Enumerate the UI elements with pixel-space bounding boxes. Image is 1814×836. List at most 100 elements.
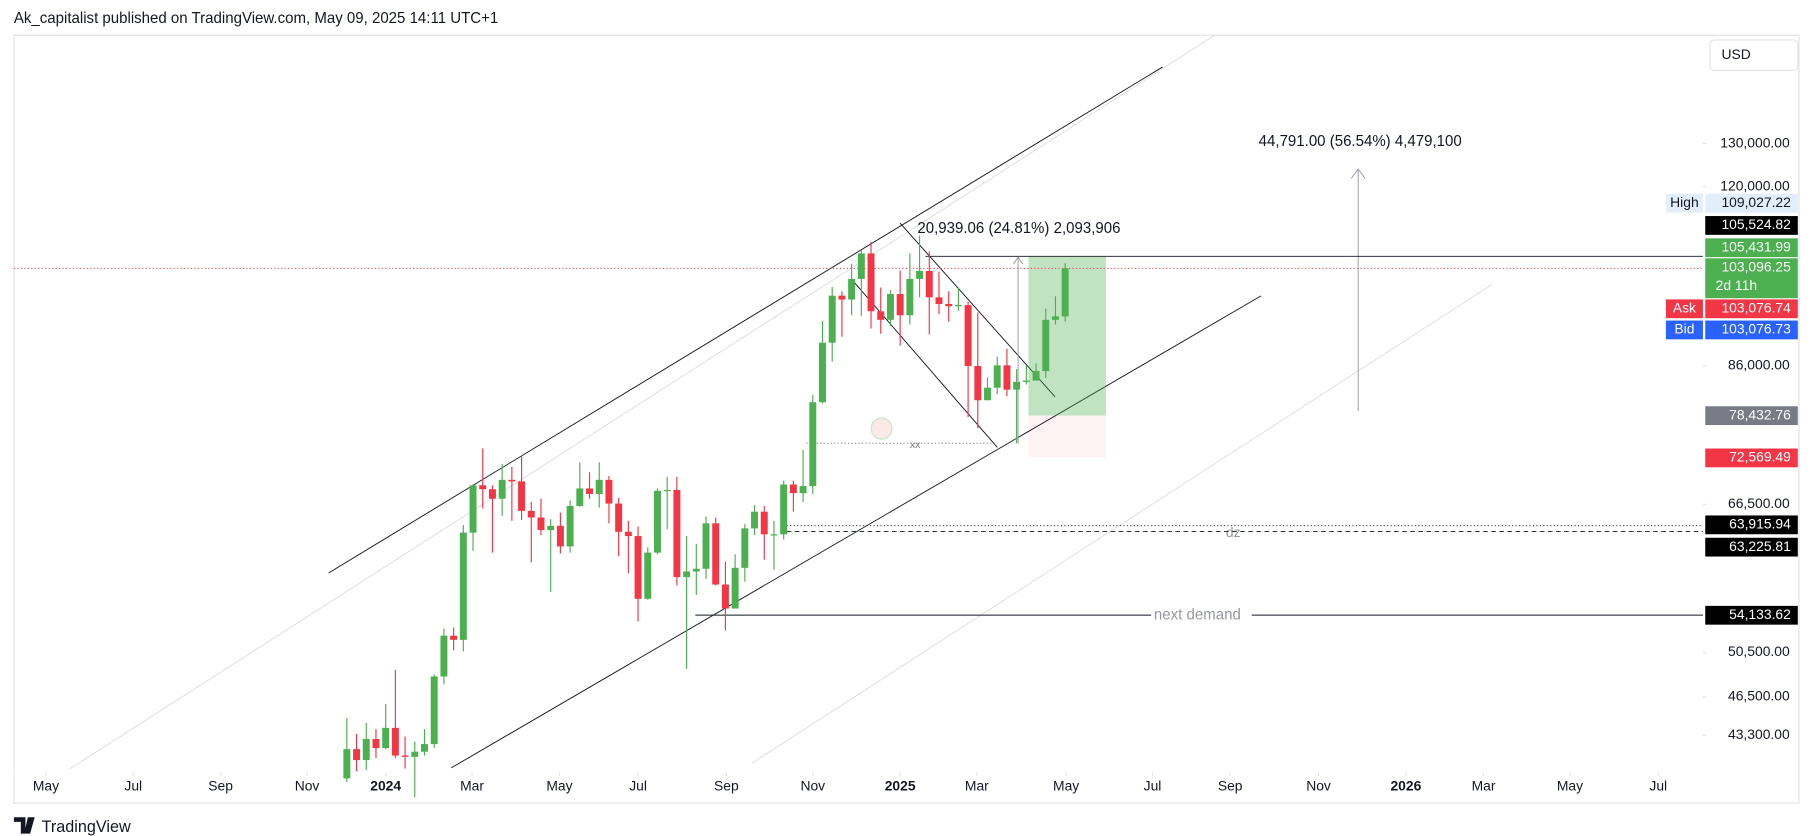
x-tick-label: Jul xyxy=(1144,777,1162,793)
candle-body xyxy=(595,479,603,494)
candle-body xyxy=(382,727,390,749)
candle-body xyxy=(770,534,778,536)
arrow-head xyxy=(1013,256,1024,265)
candle-body xyxy=(799,486,807,494)
candle-body xyxy=(391,727,399,756)
x-tick-label: May xyxy=(1557,777,1583,793)
x-tick-label: Jul xyxy=(124,777,142,793)
x-tick-label: Sep xyxy=(208,777,233,793)
candle-body xyxy=(702,523,710,569)
candle-body xyxy=(527,510,535,518)
candle-body xyxy=(508,479,516,482)
candle-body xyxy=(964,305,972,366)
price-badge xyxy=(1705,216,1798,235)
measure-label: 20,939.06 (24.81%) 2,093,906 xyxy=(917,220,1120,237)
candle-body xyxy=(537,517,545,531)
price-badge-tag-label: Ask xyxy=(1673,299,1696,315)
candle-body xyxy=(401,755,409,757)
candle-body xyxy=(906,278,914,316)
channel-upper xyxy=(328,66,1163,574)
price-badge xyxy=(1705,238,1798,258)
price-badge-tag-label: Bid xyxy=(1674,321,1694,337)
candle-body xyxy=(1051,316,1059,320)
candle-body xyxy=(644,552,652,599)
candle-body xyxy=(547,525,555,531)
candle-body xyxy=(1032,371,1040,381)
price-badge-value: 103,076.74 xyxy=(1721,299,1791,315)
footer-logo xyxy=(13,817,35,834)
candle-body xyxy=(1013,381,1021,390)
candle-body xyxy=(663,489,671,492)
candle-body xyxy=(954,305,962,307)
y-tick-label: 120,000.00 xyxy=(1720,177,1790,193)
candle-body xyxy=(1042,319,1050,372)
price-badge xyxy=(1705,406,1798,426)
x-tick-label: 2026 xyxy=(1390,777,1421,793)
logo-emblem xyxy=(870,417,893,440)
price-badge xyxy=(1705,193,1798,213)
x-tick-label: Mar xyxy=(965,777,989,793)
price-badge xyxy=(1705,258,1798,299)
price-badge-value: 63,915.94 xyxy=(1729,515,1791,531)
x-tick-label: Sep xyxy=(1218,777,1243,793)
candle-body xyxy=(459,532,467,640)
x-tick-label: Mar xyxy=(1472,777,1496,793)
price-badge-value: 72,569.49 xyxy=(1729,449,1791,465)
x-tick-label: May xyxy=(1053,777,1079,793)
candle-body xyxy=(848,278,856,300)
y-tick-label: 66,500.00 xyxy=(1728,495,1790,511)
x-tick-label: Nov xyxy=(1306,777,1331,793)
next-demand-label: next demand xyxy=(1154,606,1241,623)
y-tick-label: 46,500.00 xyxy=(1728,688,1790,704)
candle-body xyxy=(421,744,428,752)
candle-body xyxy=(566,505,574,547)
candle-body xyxy=(974,365,982,401)
x-tick-label: Sep xyxy=(714,777,739,793)
wedge-lower xyxy=(853,281,998,448)
price-badge-value: 109,027.22 xyxy=(1721,194,1791,210)
price-badge xyxy=(1705,320,1798,340)
wedge-upper xyxy=(899,222,1056,398)
candle-body xyxy=(1003,365,1011,390)
x-tick-label: Nov xyxy=(295,777,320,793)
stop-zone xyxy=(1028,415,1106,458)
candle-body xyxy=(1022,380,1030,382)
price-badge-value: 103,076.73 xyxy=(1721,321,1791,337)
currency-button[interactable] xyxy=(1709,39,1799,72)
candle-body xyxy=(615,503,623,532)
channel-outer-upper xyxy=(69,34,1215,770)
price-badge-tag xyxy=(1665,193,1703,213)
candle-body xyxy=(411,751,419,757)
y-tick-label: 50,500.00 xyxy=(1728,643,1790,659)
candle-body xyxy=(362,739,370,761)
candle-body xyxy=(469,485,477,533)
price-badge-value: 63,225.81 xyxy=(1729,538,1791,554)
price-badge xyxy=(1705,537,1798,557)
price-badge-tag xyxy=(1665,299,1703,319)
candle-body xyxy=(867,253,875,312)
candle-body xyxy=(935,297,943,304)
x-tick-label: May xyxy=(546,777,572,793)
price-badge xyxy=(1705,299,1798,319)
y-tick-label: 43,300.00 xyxy=(1728,726,1790,742)
arrow-head xyxy=(1350,168,1366,179)
candle-body xyxy=(780,484,788,535)
candle-body xyxy=(828,295,836,343)
price-badge xyxy=(1705,605,1798,625)
candle-body xyxy=(838,295,846,300)
candle-body xyxy=(731,567,739,609)
header: Ak_capitalist published on TradingView.c… xyxy=(14,10,498,27)
candle-body xyxy=(993,365,1001,388)
candle-body xyxy=(857,253,865,279)
price-badge-tag xyxy=(1665,320,1703,340)
candle-body xyxy=(673,489,681,578)
price-badge-value: 105,524.82 xyxy=(1721,216,1791,232)
x-tick-label: May xyxy=(33,777,59,793)
candle-body xyxy=(896,294,904,316)
target-label: 44,791.00 (56.54%) 4,479,100 xyxy=(1259,133,1462,150)
candle-body xyxy=(925,270,933,298)
x-tick-label: Nov xyxy=(800,777,825,793)
x-tick-label: Mar xyxy=(460,777,484,793)
